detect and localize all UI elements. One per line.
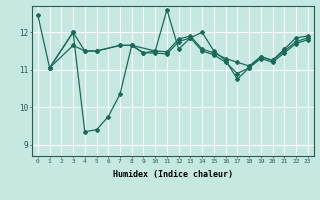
X-axis label: Humidex (Indice chaleur): Humidex (Indice chaleur) xyxy=(113,170,233,179)
